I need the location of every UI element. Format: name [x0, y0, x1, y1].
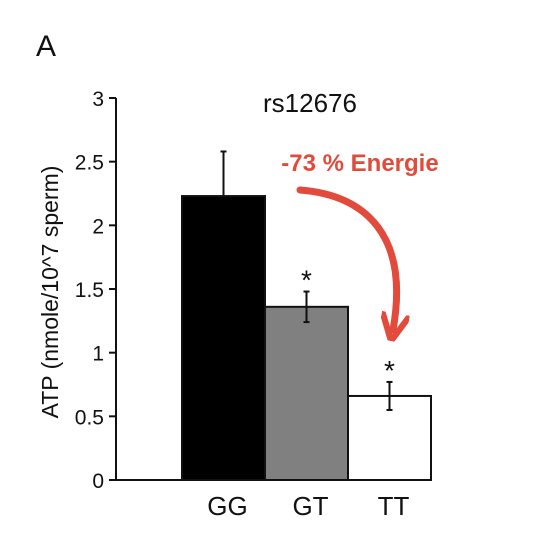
y-axis-ticks: 0 0.5 1 1.5 2 2.5 3	[75, 88, 116, 493]
y-tick-label: 3	[92, 88, 104, 111]
error-bars: **	[220, 150, 395, 411]
y-tick-label: 0.5	[75, 406, 104, 429]
significance-star: *	[301, 265, 312, 296]
bar-gt	[264, 305, 349, 481]
bars	[181, 195, 432, 481]
energy-annotation: -73 % Energie	[281, 150, 439, 330]
bar-gg	[181, 195, 266, 481]
x-tick-label: GG	[207, 491, 247, 521]
y-tick-label: 2	[92, 215, 104, 238]
x-tick-label: TT	[378, 491, 410, 521]
energy-drop-arrow	[296, 186, 397, 330]
x-axis-tick-labels: GG GT TT	[207, 491, 409, 521]
y-tick-label: 1	[92, 343, 104, 366]
y-tick-label: 2.5	[75, 152, 104, 175]
panel-label: A	[36, 30, 57, 63]
significance-star: *	[384, 355, 395, 386]
y-tick-label: 0	[92, 470, 104, 493]
axes	[115, 98, 431, 481]
chart-title: rs12676	[263, 88, 357, 118]
energy-drop-label: -73 % Energie	[281, 150, 438, 177]
y-axis-label: ATP (nmole/10^7 sperm)	[37, 166, 63, 419]
x-tick-label: GT	[292, 491, 328, 521]
y-tick-label: 1.5	[75, 279, 104, 302]
